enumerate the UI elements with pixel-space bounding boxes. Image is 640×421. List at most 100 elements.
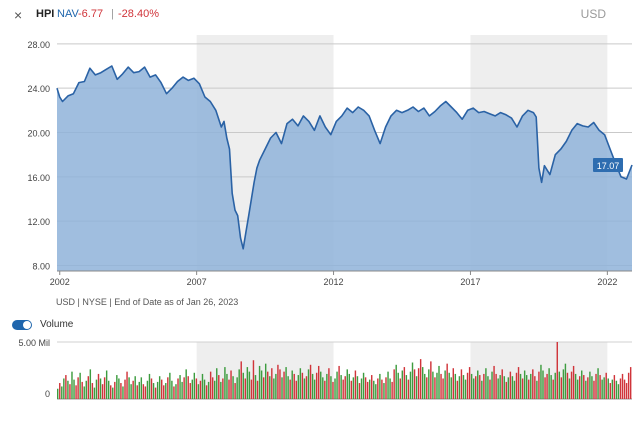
volume-bar xyxy=(450,377,452,399)
volume-bar xyxy=(517,367,520,399)
volume-bar xyxy=(617,384,620,399)
y-tick-label: 16.00 xyxy=(27,173,50,183)
header-separator: | xyxy=(111,8,114,20)
volume-bar xyxy=(583,375,585,399)
volume-bar xyxy=(309,364,312,399)
volume-bar xyxy=(601,379,603,399)
volume-bar xyxy=(185,369,187,399)
volume-bar xyxy=(523,370,526,399)
volume-bar xyxy=(448,372,450,399)
volume-bar xyxy=(489,379,491,399)
volume-bar xyxy=(287,376,289,399)
volume-bar xyxy=(411,362,414,399)
volume-bar xyxy=(138,381,140,399)
volume-bar xyxy=(373,380,375,399)
volume-bar xyxy=(71,371,73,399)
volume-bar xyxy=(342,379,344,399)
volume-bar xyxy=(399,378,401,399)
volume-bar xyxy=(574,373,577,399)
volume-bar xyxy=(65,375,67,399)
y-tick-label: 24.00 xyxy=(27,84,50,94)
currency-selector[interactable]: USD xyxy=(580,7,606,21)
volume-bar xyxy=(238,369,240,399)
volume-bar xyxy=(493,365,495,399)
volume-bar xyxy=(570,371,573,399)
volume-bar xyxy=(140,377,143,399)
volume-bar xyxy=(625,383,628,399)
volume-bar xyxy=(148,373,151,399)
volume-bar xyxy=(267,371,269,399)
volume-bar xyxy=(593,380,595,399)
volume-bar xyxy=(189,383,191,399)
volume-bar xyxy=(487,376,489,399)
close-icon[interactable]: × xyxy=(14,7,23,23)
nav-label: NAV xyxy=(57,8,79,20)
volume-bar xyxy=(293,373,295,399)
volume-bar xyxy=(132,380,134,399)
volume-bar xyxy=(499,375,501,399)
volume-bar xyxy=(228,379,230,399)
volume-bar xyxy=(258,365,261,399)
volume-bar xyxy=(389,378,391,399)
volume-bar xyxy=(69,384,71,399)
volume-bar xyxy=(57,388,59,399)
volume-bar xyxy=(130,384,132,399)
volume-bar xyxy=(438,365,440,399)
volume-bar xyxy=(81,381,83,399)
volume-bar xyxy=(205,385,208,399)
volume-bar xyxy=(509,371,512,399)
volume-bar xyxy=(120,383,122,399)
volume-bar xyxy=(256,380,259,399)
volume-bar xyxy=(93,387,96,399)
volume-bar xyxy=(226,373,228,399)
volume-bar xyxy=(77,377,79,399)
volume-bar xyxy=(236,377,238,399)
volume-bar xyxy=(401,370,404,399)
volume-bar xyxy=(242,372,244,399)
volume-bar xyxy=(409,371,412,399)
volume-bar xyxy=(576,379,579,399)
volume-bar xyxy=(301,372,304,399)
volume-bar xyxy=(405,375,408,399)
volume-bar xyxy=(175,384,177,399)
volume-bar xyxy=(156,381,159,399)
volume-bar xyxy=(381,379,383,399)
volume-bar xyxy=(315,372,318,399)
volume-bar xyxy=(513,380,516,399)
nav-change-percent: -28.40% xyxy=(118,8,159,20)
volume-bar xyxy=(397,372,399,399)
volume-bar xyxy=(466,372,469,399)
volume-bar xyxy=(254,375,257,399)
volume-bar xyxy=(326,373,328,399)
volume-bar xyxy=(283,371,285,399)
chart-header: × HPI NAV -6.77 | -28.40% USD xyxy=(0,0,640,30)
volume-bar xyxy=(307,369,310,399)
volume-bar xyxy=(552,379,554,399)
volume-bar xyxy=(116,375,118,399)
x-tick-label: 2007 xyxy=(187,277,207,287)
volume-bar xyxy=(199,380,202,399)
volume-chart[interactable]: 5.00 Mil 0 xyxy=(0,335,640,405)
volume-bar xyxy=(525,375,528,399)
volume-bar xyxy=(350,380,353,399)
volume-bar xyxy=(338,365,340,399)
volume-bar xyxy=(538,371,540,399)
volume-bar xyxy=(105,370,108,399)
volume-bar xyxy=(248,371,251,399)
volume-bar xyxy=(468,367,471,399)
volume-bar xyxy=(442,378,444,399)
volume-bar xyxy=(114,381,116,399)
volume-bar xyxy=(519,373,522,399)
price-line xyxy=(56,65,633,250)
volume-bar xyxy=(521,378,524,399)
volume-bar xyxy=(452,368,454,399)
volume-bar xyxy=(336,371,338,399)
volume-bar xyxy=(483,373,485,399)
volume-bar xyxy=(362,372,365,399)
volume-bar xyxy=(358,383,361,399)
volume-bar xyxy=(269,376,271,399)
volume-toggle[interactable] xyxy=(12,320,32,330)
y-tick-label: 12.00 xyxy=(27,217,50,227)
x-tick-label: 2012 xyxy=(324,277,344,287)
